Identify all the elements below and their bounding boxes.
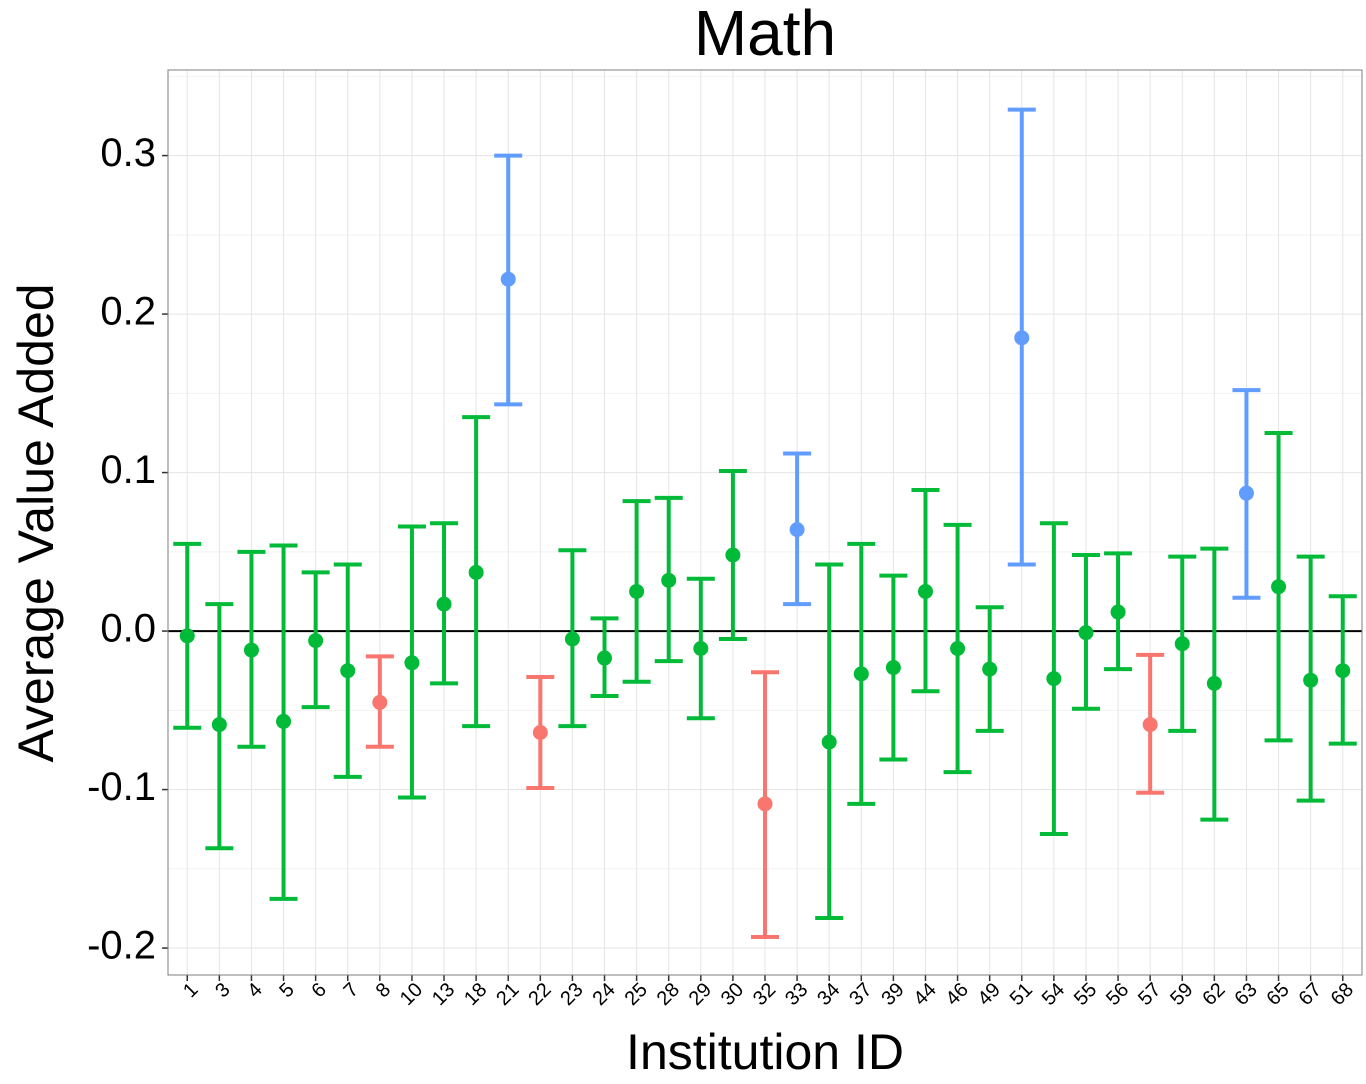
x-tick-label: 39	[877, 979, 908, 1010]
x-tick-label: 6	[307, 979, 330, 1002]
point	[1206, 675, 1222, 691]
point	[1014, 330, 1030, 346]
point	[1110, 604, 1126, 620]
point	[243, 642, 259, 658]
x-tick-label: 8	[372, 979, 395, 1002]
x-tick-label: 18	[460, 979, 491, 1010]
point	[885, 660, 901, 676]
point	[1142, 717, 1158, 733]
point	[821, 734, 837, 750]
x-tick-label: 34	[813, 979, 844, 1010]
point	[1238, 485, 1254, 501]
point	[1046, 671, 1062, 687]
point	[725, 547, 741, 563]
y-tick-label: 0.1	[100, 448, 156, 492]
point	[179, 628, 195, 644]
x-tick-label: 33	[781, 979, 812, 1010]
y-tick-label: 0.0	[100, 607, 156, 651]
point	[1078, 625, 1094, 641]
x-tick-label: 63	[1230, 979, 1261, 1010]
point	[211, 717, 227, 733]
x-tick-label: 4	[243, 979, 266, 1002]
x-tick-label: 24	[588, 979, 619, 1010]
y-tick-label: 0.3	[100, 131, 156, 175]
x-tick-label: 29	[685, 979, 716, 1010]
point	[693, 641, 709, 657]
x-tick-label: 22	[524, 979, 555, 1010]
point	[1303, 672, 1319, 688]
point	[276, 713, 292, 729]
point	[917, 583, 933, 599]
point	[1335, 663, 1351, 679]
panel-border	[167, 69, 1363, 976]
y-tick-label: -0.2	[87, 924, 156, 968]
point	[1271, 579, 1287, 595]
point	[853, 666, 869, 682]
point	[661, 572, 677, 588]
x-tick-label: 67	[1295, 979, 1326, 1010]
point	[564, 631, 580, 647]
y-tick-label: 0.2	[100, 290, 156, 334]
x-tick-label: 44	[909, 979, 940, 1010]
point	[597, 650, 613, 666]
point	[757, 796, 773, 812]
point	[950, 641, 966, 657]
point	[340, 663, 356, 679]
x-tick-label: 65	[1263, 979, 1294, 1010]
x-tick-label: 56	[1102, 979, 1133, 1010]
x-tick-label: 10	[396, 979, 427, 1010]
x-tick-label: 1	[179, 979, 202, 1002]
x-tick-label: 28	[653, 979, 684, 1010]
x-axis-title: Institution ID	[626, 1024, 904, 1080]
x-tick-label: 51	[1006, 979, 1037, 1010]
x-tick-label: 30	[717, 979, 748, 1010]
chart-title: Math	[694, 0, 836, 69]
x-tick-label: 7	[340, 979, 363, 1002]
point	[789, 522, 805, 538]
y-tick-label: -0.1	[87, 765, 156, 809]
x-tick-label: 23	[556, 979, 587, 1010]
x-tick-label: 68	[1327, 979, 1358, 1010]
x-tick-label: 21	[492, 979, 523, 1010]
point	[308, 633, 324, 649]
x-tick-label: 37	[845, 979, 876, 1010]
x-tick-label: 62	[1198, 979, 1229, 1010]
x-tick-label: 3	[211, 979, 234, 1002]
x-tick-label: 46	[942, 979, 973, 1010]
point	[629, 583, 645, 599]
point	[982, 661, 998, 677]
point	[500, 271, 516, 287]
x-tick-label: 55	[1070, 979, 1101, 1010]
x-tick-label: 32	[749, 979, 780, 1010]
x-tick-label: 13	[428, 979, 459, 1010]
x-tick-label: 57	[1134, 979, 1165, 1010]
point	[1174, 636, 1190, 652]
x-tick-label: 54	[1038, 979, 1069, 1010]
point	[436, 596, 452, 612]
point	[532, 725, 548, 741]
x-tick-label: 25	[621, 979, 652, 1010]
x-tick-label: 5	[275, 979, 298, 1002]
point	[372, 694, 388, 710]
x-tick-label: 59	[1166, 979, 1197, 1010]
point	[404, 655, 420, 671]
x-tick-label: 49	[974, 979, 1005, 1010]
point	[468, 564, 484, 580]
y-axis-title: Average Value Added	[8, 283, 64, 762]
